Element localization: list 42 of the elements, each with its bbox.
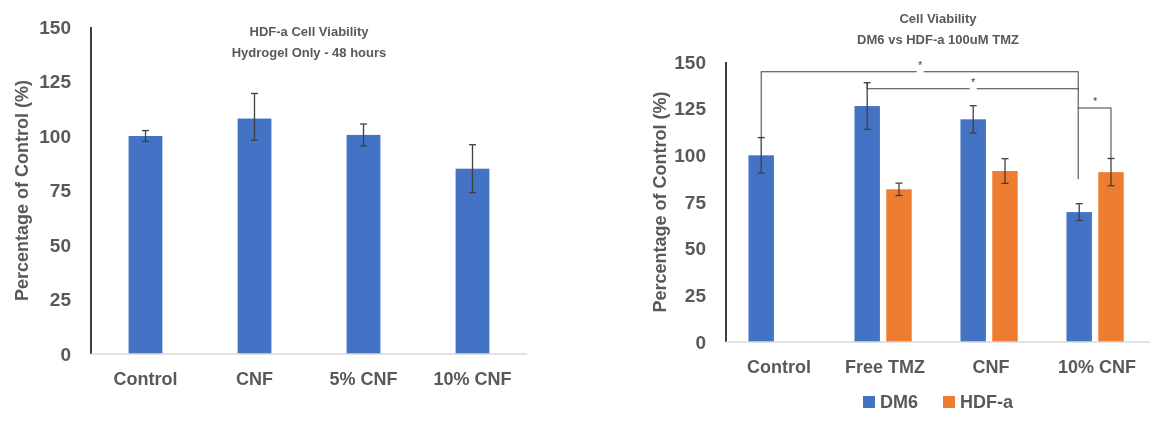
y-tick-label: 75 [684, 191, 707, 213]
y-tick-label: 150 [39, 16, 71, 38]
y-tick-label: 0 [695, 331, 706, 353]
y-axis-title: Percentage of Control (%) [12, 79, 32, 302]
y-tick-label: 150 [674, 51, 706, 73]
bar [854, 106, 880, 342]
y-tick-label: 125 [674, 98, 707, 120]
x-tick-label: CNF [972, 357, 1010, 377]
y-tick-label: 25 [684, 284, 707, 306]
x-tick-label: 10% CNF [433, 369, 512, 389]
x-tick-label: CNF [236, 369, 273, 389]
legend-label: DM6 [880, 392, 919, 413]
bar [886, 189, 912, 342]
y-tick-label: 75 [49, 180, 72, 202]
annotation: * [971, 75, 977, 88]
y-tick-label: 25 [49, 289, 72, 311]
legend-label: HDF-a [960, 392, 1014, 413]
y-axis-title: Percentage of Control (%) [650, 91, 670, 313]
y-tick-label: 100 [674, 144, 706, 166]
bar [1098, 172, 1124, 342]
chart-title: Cell Viability DM6 vs HDF-a 100uM TMZ [857, 11, 1019, 47]
y-tick-label: 0 [60, 343, 71, 365]
bar [992, 171, 1018, 342]
bar [455, 168, 490, 354]
y-tick-label: 100 [39, 125, 71, 147]
bar [237, 118, 272, 354]
bar [960, 119, 986, 342]
text: HDF-a Cell Viability Hydrogel Only - 48 hours [231, 24, 387, 60]
x-tick-label: Control [113, 369, 178, 389]
bar [1066, 212, 1092, 342]
y-tick-label: 50 [49, 234, 71, 256]
bar [128, 136, 163, 354]
annotation: * [1092, 94, 1098, 107]
y-tick-label: 50 [684, 238, 706, 260]
x-tick-label: 10% CNF [1057, 357, 1137, 377]
bar [748, 155, 774, 342]
annotation: * [918, 58, 924, 71]
y-tick-label: 125 [39, 71, 72, 93]
x-tick-label: Free TMZ [844, 357, 926, 377]
bar [346, 134, 381, 354]
x-tick-label: 5% CNF [329, 369, 398, 389]
x-tick-label: Control [747, 357, 811, 377]
